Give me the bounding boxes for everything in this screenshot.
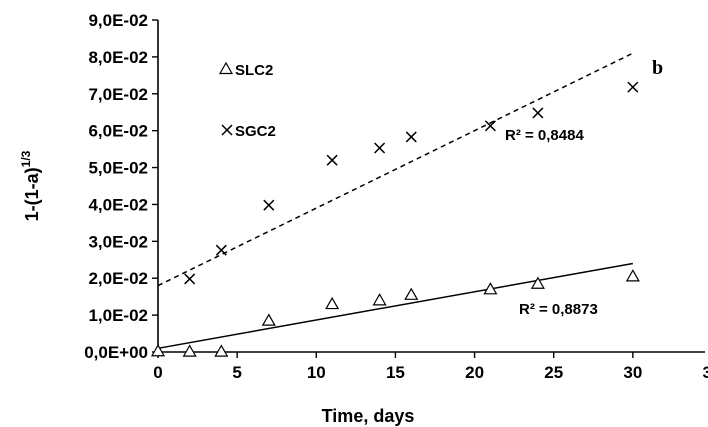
legend-marker-cross xyxy=(221,124,233,136)
y-tick-label: 1,0E-02 xyxy=(88,306,148,325)
plot-axes xyxy=(157,20,705,353)
x-tick-label: 35 xyxy=(703,363,708,382)
x-tick-label: 5 xyxy=(232,363,241,382)
y-tick-label: 8,0E-02 xyxy=(88,48,148,67)
point-sgc2 xyxy=(627,81,639,93)
y-axis-title: 1-(1-a)1/3 xyxy=(19,150,42,221)
point-sgc2 xyxy=(215,244,227,256)
cross-stroke xyxy=(221,124,233,136)
y-tick-label: 7,0E-02 xyxy=(88,85,148,104)
point-sgc2 xyxy=(374,142,386,154)
point-slc2 xyxy=(150,344,166,357)
cross-stroke xyxy=(405,131,417,143)
r2-label-slc2: R² = 0,8873 xyxy=(519,301,598,318)
cross-stroke xyxy=(627,81,639,93)
y-tick-label: 3,0E-02 xyxy=(88,232,148,251)
x-axis-title: Time, days xyxy=(322,406,415,426)
r2-label-sgc2: R² = 0,8484 xyxy=(505,127,584,144)
y-tick-label: 4,0E-02 xyxy=(88,195,148,214)
panel-label: b xyxy=(652,57,663,79)
point-slc2 xyxy=(182,344,197,357)
x-tick-label: 10 xyxy=(307,363,326,382)
cross-stroke xyxy=(263,199,275,211)
trendline-slc2 xyxy=(157,262,633,350)
x-tick-label: 15 xyxy=(386,363,405,382)
point-slc2 xyxy=(325,296,340,310)
y-axis-title-main: 1-(1-a) xyxy=(22,167,42,221)
point-slc2 xyxy=(483,282,498,295)
chart-texts: Time, days 1-(1-a)1/3 SLC2 SGC2 R² = 0,8… xyxy=(19,57,663,426)
x-tick-label: 0 xyxy=(153,363,162,382)
point-slc2 xyxy=(261,313,276,326)
point-sgc2 xyxy=(405,131,417,143)
point-sgc2 xyxy=(484,120,496,132)
point-sgc2 xyxy=(263,199,275,211)
y-tick-label: 0,0E+00 xyxy=(84,343,148,362)
trendlines xyxy=(157,52,634,350)
data-markers xyxy=(150,61,640,357)
point-slc2 xyxy=(625,269,640,282)
x-tick-label: 20 xyxy=(465,363,484,382)
y-tick-label: 2,0E-02 xyxy=(88,269,148,288)
trendline-sgc2 xyxy=(157,52,634,287)
point-sgc2 xyxy=(532,107,544,119)
cross-stroke xyxy=(374,142,386,154)
cross-stroke xyxy=(326,154,338,166)
point-slc2 xyxy=(404,287,419,300)
y-axis-title-superscript: 1/3 xyxy=(19,150,33,167)
cross-stroke xyxy=(532,107,544,119)
cross-stroke xyxy=(215,244,227,256)
point-slc2 xyxy=(214,344,229,357)
point-sgc2 xyxy=(184,273,196,285)
point-slc2 xyxy=(530,276,545,289)
point-sgc2 xyxy=(326,154,338,166)
x-tick-label: 30 xyxy=(623,363,642,382)
axis-ticks: 0 5 10 15 20 25 30 35 0,0E+00 1,0E-02 2,0E-02 3,0E-… xyxy=(84,11,708,382)
cross-stroke xyxy=(484,120,496,132)
y-tick-label: 6,0E-02 xyxy=(88,122,148,141)
y-tick-label: 5,0E-02 xyxy=(88,159,148,178)
point-slc2 xyxy=(372,293,387,306)
y-tick-label: 9,0E-02 xyxy=(88,11,148,30)
legend-label-sgc2: SGC2 xyxy=(235,123,276,140)
x-tick-label: 25 xyxy=(544,363,563,382)
legend-marker-triangle xyxy=(218,61,234,75)
cross-stroke xyxy=(184,273,196,285)
legend-label-slc2: SLC2 xyxy=(235,62,273,79)
